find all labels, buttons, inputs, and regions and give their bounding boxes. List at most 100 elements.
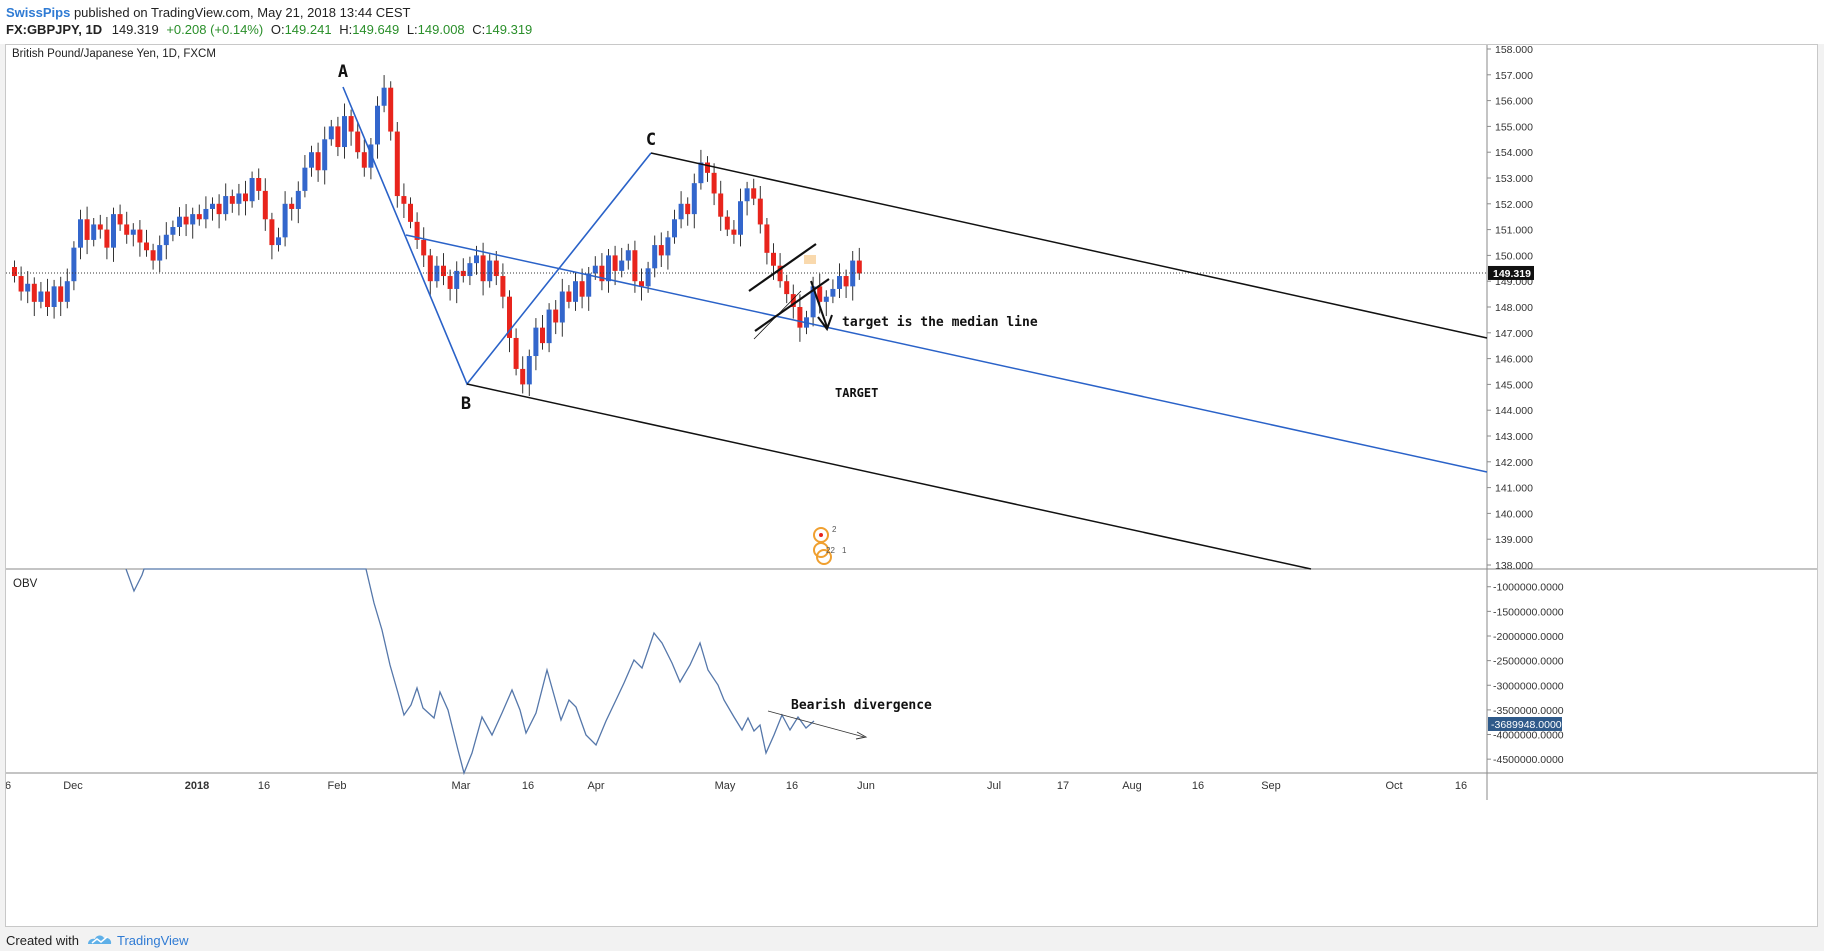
price-tick-label: 141.000 <box>1495 483 1533 495</box>
candle-body <box>368 144 374 168</box>
tradingview-link[interactable]: TradingView <box>117 933 189 948</box>
price-tick-label: 144.000 <box>1495 405 1533 417</box>
candle-body <box>31 283 37 302</box>
candle-body <box>408 203 413 222</box>
price-tick-label: 155.000 <box>1495 121 1533 133</box>
publish-line: SwissPips published on TradingView.com, … <box>6 5 410 20</box>
obv-tick-label: -1500000.0000 <box>1493 606 1564 618</box>
candle-body <box>672 219 677 238</box>
candle-body <box>830 288 836 297</box>
candle-body <box>744 188 750 202</box>
candle-body <box>698 162 704 184</box>
event-marker-label: 1 <box>842 546 847 555</box>
tradingview-logo-icon <box>88 935 112 944</box>
candle-body <box>276 237 281 246</box>
target-note: target is the median line <box>842 315 1038 330</box>
pivot-b-label: B <box>461 394 471 414</box>
candle-body <box>18 276 24 292</box>
time-tick-label: 2018 <box>185 780 209 792</box>
price-tick-label: 154.000 <box>1495 147 1533 159</box>
event-marker-icon <box>813 542 829 558</box>
price-tick-label: 138.000 <box>1495 560 1533 572</box>
time-tick-label: Jun <box>857 780 875 792</box>
time-tick-label: 16 <box>1192 780 1204 792</box>
candle-body <box>401 196 407 204</box>
candle-body <box>493 260 499 277</box>
candle-body <box>533 327 539 357</box>
time-tick-label: 17 <box>1057 780 1069 792</box>
candle-body <box>553 309 559 323</box>
time-tick-label: Dec <box>63 780 83 792</box>
candle-body <box>751 188 757 199</box>
candle-body <box>157 245 163 261</box>
price-tick-label: 140.000 <box>1495 508 1533 520</box>
time-tick-label: Jul <box>987 780 1001 792</box>
candle-body <box>25 283 31 292</box>
candle-body <box>394 131 400 197</box>
candle-body <box>500 276 506 297</box>
wedge-upper-line <box>748 243 817 292</box>
candle-body <box>421 239 427 256</box>
candle-body <box>295 190 301 209</box>
candle-body <box>837 276 842 289</box>
high-label: H: <box>339 22 353 37</box>
candle-body <box>282 203 288 238</box>
candle-body <box>434 265 440 282</box>
candle-body <box>342 116 347 148</box>
candle-body <box>487 260 493 282</box>
candle-body <box>612 255 618 271</box>
close-label: C: <box>472 22 486 37</box>
candle-body <box>573 281 578 302</box>
candle-body <box>658 245 664 256</box>
target-label: TARGET <box>835 386 878 400</box>
target-arrowhead-icon <box>817 314 833 332</box>
candle-body <box>355 131 361 153</box>
divergence-arrow-line <box>767 710 865 738</box>
low-label: L: <box>406 22 418 37</box>
obv-last-label: -3689948.0000 <box>1491 719 1562 731</box>
last-price-label: 149.319 <box>1493 268 1531 280</box>
wedge-lower-line <box>754 278 830 332</box>
candle-body <box>566 291 572 302</box>
highlight-marker <box>804 255 816 264</box>
candle-body <box>335 126 341 148</box>
candle-body <box>223 196 229 215</box>
candle-body <box>130 229 136 235</box>
candle-body <box>124 224 130 235</box>
price-tick-label: 145.000 <box>1495 379 1533 391</box>
obv-tick-label: -3500000.0000 <box>1493 705 1564 717</box>
price-tick-label: 147.000 <box>1495 328 1533 340</box>
candle-body <box>718 193 724 217</box>
candle-body <box>790 294 796 307</box>
candle-body <box>856 260 862 274</box>
pivot-c-label: C <box>646 130 656 150</box>
chart-panel[interactable]: 158.000 157.000 156.000 155.000 154.000 153.0… <box>5 44 1818 927</box>
upper-channel-line <box>650 152 1488 339</box>
candle-body <box>507 296 512 338</box>
symbol-label: FX:GBPJPY, 1D <box>6 22 103 37</box>
chart-canvas[interactable]: 158.000 157.000 156.000 155.000 154.000 153.0… <box>6 45 1817 926</box>
candle-body <box>810 286 816 318</box>
candle-body <box>592 265 598 274</box>
candle-body <box>757 198 763 225</box>
author-link[interactable]: SwissPips <box>6 5 71 20</box>
price-change: +0.208 (+0.14%) <box>166 22 264 37</box>
header: SwissPips published on TradingView.com, … <box>0 0 1824 44</box>
candle-body <box>764 224 770 253</box>
time-tick-label: 16 <box>1455 780 1467 792</box>
price-tick-label: 148.000 <box>1495 302 1533 314</box>
candle-body <box>480 255 486 282</box>
candle-body <box>467 263 473 277</box>
candle-body <box>203 208 209 220</box>
event-marker-label: 2 <box>832 525 837 534</box>
candle-body <box>196 214 202 220</box>
candle-body <box>269 219 275 246</box>
candle-body <box>144 242 149 251</box>
candle-body <box>784 281 790 295</box>
candle-body <box>817 286 823 302</box>
candle-body <box>441 265 446 277</box>
candle-body <box>771 252 776 266</box>
candle-body <box>51 286 57 307</box>
low-value: 149.008 <box>417 22 465 37</box>
price-tick-label: 143.000 <box>1495 431 1533 443</box>
